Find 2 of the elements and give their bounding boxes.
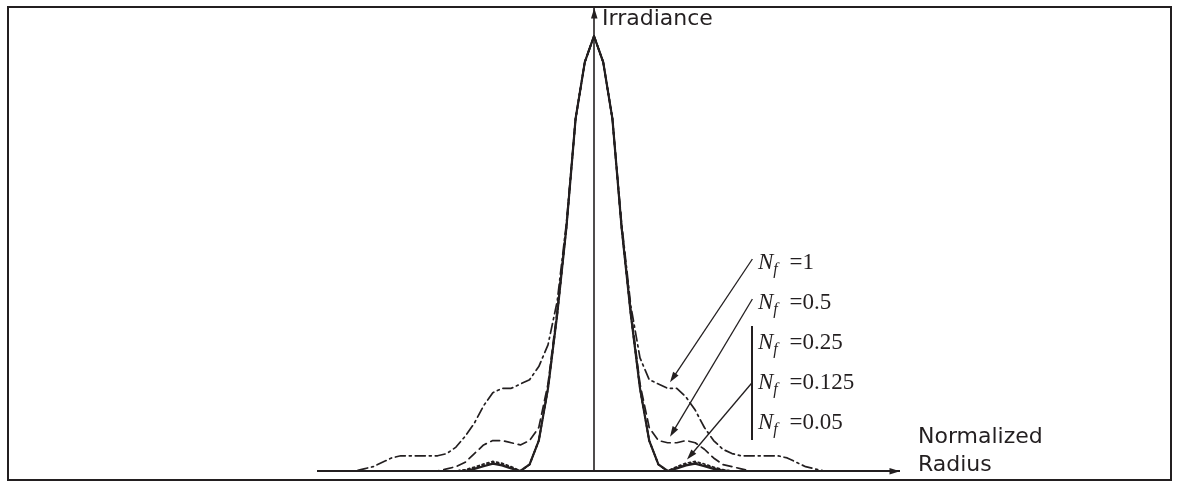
- y-axis-title: Irradiance: [602, 4, 713, 30]
- x-axis-title: Normalized Radius: [918, 422, 1043, 476]
